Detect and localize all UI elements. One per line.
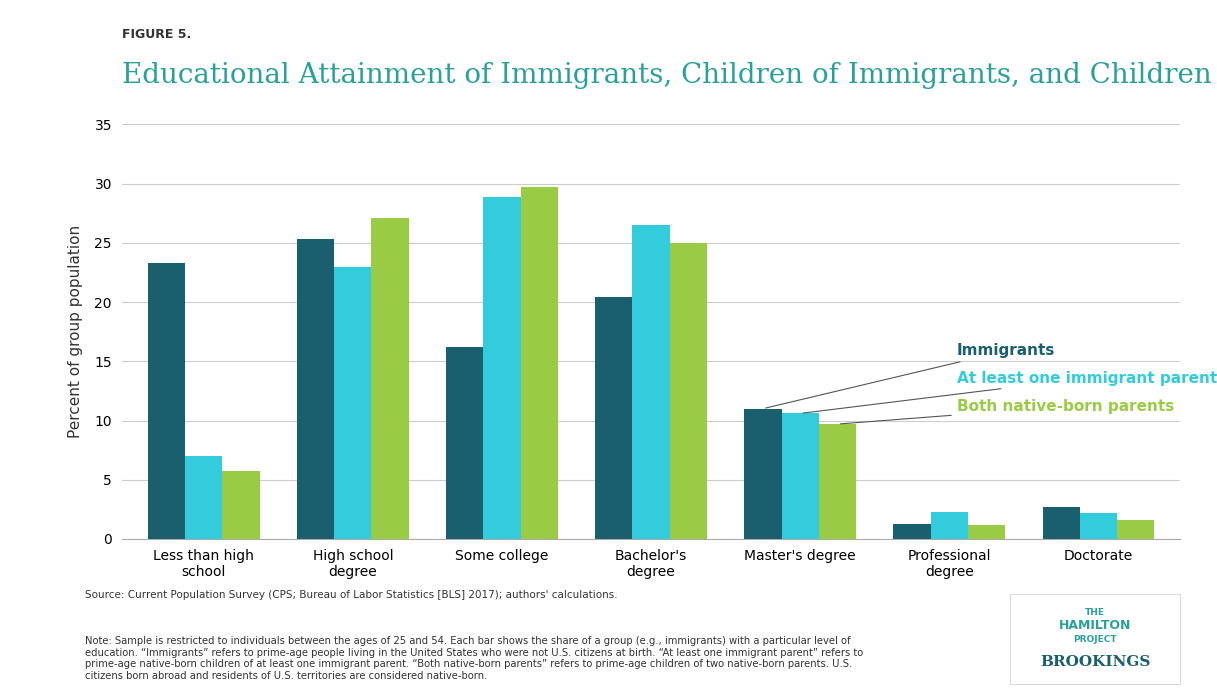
Text: HAMILTON: HAMILTON [1059,619,1132,632]
Bar [931,512,968,539]
Bar [1079,513,1117,539]
Bar [335,267,371,539]
Bar [1117,520,1155,539]
Bar [447,347,483,539]
Text: BROOKINGS: BROOKINGS [1041,654,1150,669]
Bar [371,218,409,539]
Text: Note: Sample is restricted to individuals between the ages of 25 and 54. Each ba: Note: Sample is restricted to individual… [85,636,863,681]
Bar [185,456,223,539]
Text: Both native-born parents: Both native-born parents [840,399,1174,424]
Text: Educational Attainment of Immigrants, Children of Immigrants, and Children of Na: Educational Attainment of Immigrants, Ch… [122,62,1217,89]
Text: At least one immigrant parent: At least one immigrant parent [803,370,1217,413]
Bar [223,471,259,539]
Bar [968,524,1005,539]
Bar [819,424,856,539]
Bar [297,239,335,539]
Bar [893,524,931,539]
Bar [147,263,185,539]
Bar [745,408,781,539]
Bar [781,413,819,539]
Text: THE: THE [1086,607,1105,617]
Bar [595,297,633,539]
Text: Source: Current Population Survey (CPS; Bureau of Labor Statistics [BLS] 2017); : Source: Current Population Survey (CPS; … [85,589,618,600]
Bar [633,225,669,539]
Text: Immigrants: Immigrants [765,343,1055,408]
Text: FIGURE 5.: FIGURE 5. [122,28,191,41]
Text: PROJECT: PROJECT [1073,634,1117,644]
Bar [483,197,521,539]
Y-axis label: Percent of group population: Percent of group population [68,225,83,438]
Bar [1043,507,1079,539]
Bar [669,243,707,539]
Bar [521,187,557,539]
